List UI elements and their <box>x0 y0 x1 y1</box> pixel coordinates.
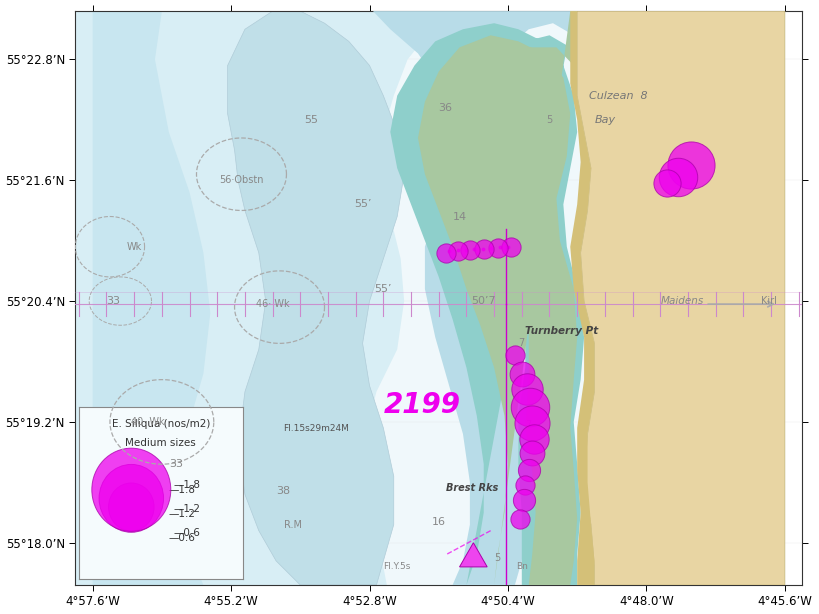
Text: Wk: Wk <box>126 242 142 252</box>
Text: 55: 55 <box>303 115 317 125</box>
Text: 5: 5 <box>494 553 500 563</box>
Polygon shape <box>577 11 784 585</box>
Polygon shape <box>569 11 594 585</box>
Text: 55’: 55’ <box>354 200 371 209</box>
Text: Maidens: Maidens <box>659 296 703 306</box>
Text: 38: 38 <box>276 486 290 496</box>
Polygon shape <box>390 11 583 585</box>
Point <box>491 243 504 253</box>
Point <box>477 244 490 254</box>
Text: 56·Obstn: 56·Obstn <box>219 175 264 185</box>
Text: 7: 7 <box>525 420 532 430</box>
Text: Kirl: Kirl <box>760 296 776 306</box>
Text: 46· Wk: 46· Wk <box>256 299 289 309</box>
Text: Bn: Bn <box>515 562 527 572</box>
Text: 33: 33 <box>169 459 183 469</box>
Point <box>505 242 518 252</box>
Point <box>660 179 673 188</box>
Point <box>523 402 536 412</box>
Text: Bay: Bay <box>594 115 615 125</box>
Point <box>438 248 451 258</box>
Polygon shape <box>75 11 784 585</box>
Text: Culzean  8: Culzean 8 <box>589 91 647 101</box>
Text: Turnberry Pt: Turnberry Pt <box>525 326 598 336</box>
Text: 33: 33 <box>106 296 120 306</box>
Polygon shape <box>228 11 404 585</box>
Text: 36: 36 <box>438 103 452 113</box>
Point <box>684 160 697 170</box>
Point <box>514 368 527 378</box>
Polygon shape <box>75 11 455 585</box>
Text: 14: 14 <box>452 211 466 222</box>
Point <box>508 351 521 360</box>
Text: 2199: 2199 <box>383 391 459 419</box>
Text: 7: 7 <box>518 338 524 348</box>
Text: 50’7: 50’7 <box>471 296 495 306</box>
Text: Brest Rks: Brest Rks <box>445 483 497 494</box>
Text: R.M: R.M <box>284 519 302 530</box>
Point <box>525 448 538 458</box>
Point <box>463 245 476 255</box>
Point <box>522 465 535 475</box>
Point <box>513 514 526 524</box>
Text: 40· Wk: 40· Wk <box>131 417 165 427</box>
Point <box>518 480 532 490</box>
Point <box>516 495 529 505</box>
Text: 5: 5 <box>545 115 552 125</box>
Polygon shape <box>459 543 486 567</box>
Polygon shape <box>93 11 210 585</box>
Polygon shape <box>418 11 577 585</box>
Point <box>450 246 464 256</box>
Text: 55’: 55’ <box>374 284 391 294</box>
Point <box>527 434 540 444</box>
Polygon shape <box>373 11 577 585</box>
Point <box>670 173 683 182</box>
Text: Fl.Y.5s: Fl.Y.5s <box>383 562 410 572</box>
Text: 16: 16 <box>432 516 446 527</box>
Text: Fl.15s29m24M: Fl.15s29m24M <box>283 424 348 433</box>
Point <box>525 418 538 428</box>
Point <box>520 384 533 394</box>
